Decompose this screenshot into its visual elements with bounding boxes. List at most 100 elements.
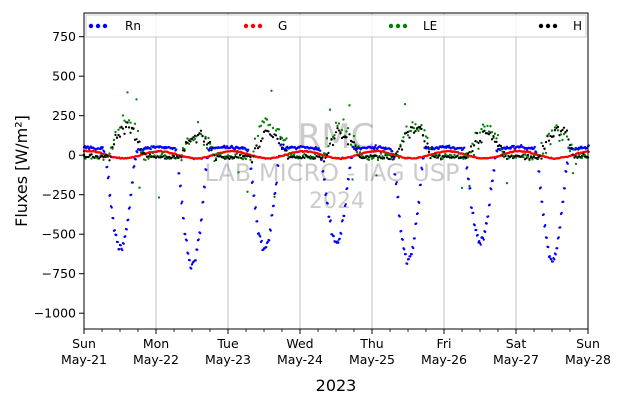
le-point [312, 155, 315, 159]
y-tick-label: −500 [42, 227, 76, 242]
le-point [199, 132, 203, 136]
rn-point [103, 150, 106, 154]
rn-point [194, 259, 197, 262]
h-point [189, 140, 192, 143]
h-point [228, 157, 231, 160]
le-point [151, 151, 155, 155]
h-point [318, 155, 321, 158]
h-point [195, 141, 198, 144]
le-point [495, 137, 498, 140]
le-point [351, 178, 354, 181]
rn-point [121, 248, 124, 252]
h-point [277, 142, 281, 145]
rn-point [254, 206, 257, 209]
le-point [541, 152, 545, 155]
rn-point [563, 187, 566, 190]
h-point [138, 140, 141, 143]
le-point [202, 143, 206, 146]
le-point [561, 138, 564, 141]
le-point [460, 186, 464, 190]
x-tick-label-date: May-27 [493, 352, 539, 367]
legend: Rn G LE H [85, 14, 587, 38]
rn-point [190, 267, 193, 270]
rn-legend-marker [102, 23, 108, 29]
h-point [204, 137, 207, 140]
h-point [385, 156, 389, 159]
rn-point [275, 181, 278, 184]
le-point [559, 133, 563, 136]
rn-point [542, 213, 545, 216]
le-point [349, 143, 353, 146]
le-point [352, 134, 356, 138]
h-point [183, 149, 186, 152]
rn-point [116, 240, 119, 244]
h-point [127, 126, 131, 129]
rn-point [397, 195, 400, 199]
le-point [286, 154, 290, 157]
h-point [544, 140, 548, 144]
le-point [256, 134, 260, 138]
h-point [436, 156, 440, 159]
le-point [249, 158, 252, 162]
h-point [502, 150, 506, 154]
watermark: RMC LAB MICRO - IAG USP 2024 [204, 117, 459, 214]
rn-point [415, 222, 418, 225]
h-point [322, 160, 326, 163]
h-point [135, 138, 138, 141]
le-point [423, 129, 426, 132]
le-point [274, 129, 278, 132]
h-point [456, 154, 459, 157]
le-point [462, 157, 465, 160]
rn-point [466, 166, 469, 169]
x-tick-label-day: Sun [576, 336, 600, 351]
legend-label-g: G [278, 19, 287, 33]
rn-point [128, 206, 131, 209]
le-point [549, 142, 552, 146]
rn-point [553, 258, 556, 261]
h-point [526, 153, 530, 157]
h-point [87, 155, 90, 159]
h-point [475, 132, 479, 135]
le-point [486, 124, 489, 127]
x-tick-label-date: May-28 [565, 352, 611, 367]
h-point [480, 141, 483, 144]
le-point [327, 144, 330, 148]
le-point [193, 137, 197, 140]
h-point [274, 134, 278, 137]
rn-point [476, 233, 479, 237]
le-point [367, 158, 371, 162]
rn-point [448, 144, 451, 147]
h-point [553, 129, 557, 132]
g-legend-marker [257, 23, 263, 29]
rn-point [119, 244, 122, 247]
legend-label-le: LE [423, 19, 437, 33]
rn-point [346, 187, 349, 190]
rn-point [125, 228, 128, 231]
rn-point [136, 151, 139, 154]
rn-legend-marker [95, 23, 101, 29]
le-point [558, 139, 561, 143]
rn-point [322, 169, 325, 173]
le-point [547, 132, 551, 135]
h-point [399, 145, 402, 148]
x-tick-label-date: May-24 [277, 352, 323, 367]
h-point [202, 140, 206, 143]
rn-point [247, 148, 250, 151]
rn-point [547, 245, 550, 249]
rn-point [260, 239, 263, 243]
x-axis: SunMay-21MonMay-22TueMay-23WedMay-24ThuM… [61, 329, 611, 367]
rn-point [338, 237, 341, 240]
h-point [313, 157, 317, 160]
h-point [286, 157, 290, 160]
rn-point [478, 239, 481, 243]
le-point [259, 124, 263, 127]
le-point [157, 196, 161, 199]
rn-point [115, 233, 118, 237]
le-legend-marker [395, 23, 401, 29]
le-point [397, 156, 401, 159]
h-point [408, 136, 411, 139]
rn-point [560, 211, 563, 215]
le-point [138, 186, 141, 189]
le-point [141, 150, 144, 153]
h-point [540, 157, 543, 160]
